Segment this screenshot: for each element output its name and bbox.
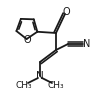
Text: CH₃: CH₃ <box>48 80 64 89</box>
Text: O: O <box>23 36 31 45</box>
Text: O: O <box>62 7 70 17</box>
Text: N: N <box>83 39 91 49</box>
Text: N: N <box>36 71 44 81</box>
Text: CH₃: CH₃ <box>16 80 32 89</box>
